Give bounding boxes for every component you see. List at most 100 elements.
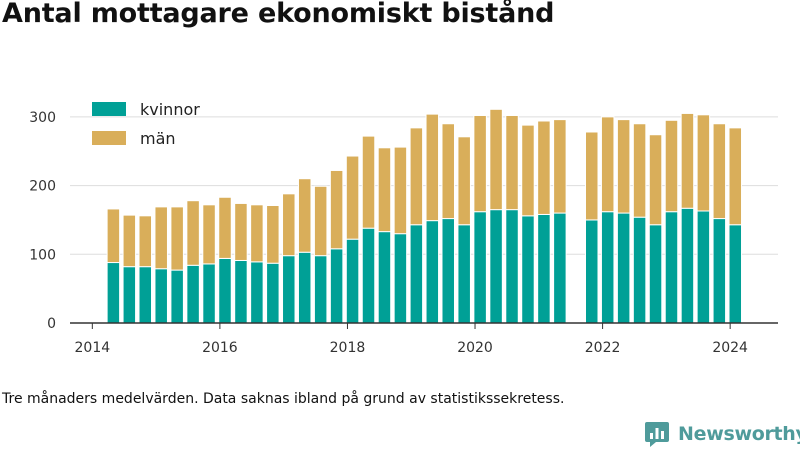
bar-kvinnor-33 xyxy=(648,224,663,324)
bar-kvinnor-0 xyxy=(106,262,121,324)
bar-kvinnor-26 xyxy=(521,215,535,324)
bar-man-13 xyxy=(313,185,328,257)
bar-kvinnor-38 xyxy=(728,224,743,324)
x-tick-label-2020: 2020 xyxy=(457,340,493,356)
bar-kvinnor-28 xyxy=(553,212,567,324)
bar-man-29 xyxy=(585,131,599,221)
bar-kvinnor-23 xyxy=(473,211,487,324)
bar-man-15 xyxy=(345,155,360,240)
bar-kvinnor-15 xyxy=(345,238,360,324)
bar-man-32 xyxy=(632,123,647,218)
legend-label-man: män xyxy=(140,129,176,148)
bar-man-3 xyxy=(154,206,168,270)
legend-label-kvinnor: kvinnor xyxy=(140,100,200,119)
bars xyxy=(106,108,743,324)
bar-man-7 xyxy=(218,196,232,259)
bar-kvinnor-36 xyxy=(696,210,711,324)
chart-caption: Tre månaders medelvärden. Data saknas ib… xyxy=(2,391,565,407)
bar-kvinnor-4 xyxy=(170,269,184,324)
bar-man-33 xyxy=(648,134,663,226)
bar-man-16 xyxy=(361,135,376,229)
bar-man-14 xyxy=(329,169,344,250)
bar-kvinnor-7 xyxy=(218,257,232,324)
bar-man-5 xyxy=(186,200,200,266)
bar-man-0 xyxy=(106,208,121,264)
stacked-bar-chart: 0 100 200 300 2014 2016 2018 2020 2022 2024 kvinn… xyxy=(29,100,778,356)
bar-kvinnor-34 xyxy=(664,211,679,324)
bar-kvinnor-13 xyxy=(313,255,328,324)
bar-man-8 xyxy=(234,202,248,261)
legend: kvinnor män xyxy=(92,100,200,148)
bar-kvinnor-1 xyxy=(122,266,137,324)
bar-kvinnor-37 xyxy=(712,218,727,324)
newsworthy-logo-icon xyxy=(645,422,669,447)
x-tick-label-2016: 2016 xyxy=(202,340,238,356)
x-tick-label-2024: 2024 xyxy=(712,340,748,356)
x-tick-label-2018: 2018 xyxy=(330,340,366,356)
bar-kvinnor-32 xyxy=(632,216,647,324)
bar-kvinnor-21 xyxy=(441,218,455,324)
bar-kvinnor-10 xyxy=(266,262,280,324)
bar-kvinnor-9 xyxy=(250,261,264,324)
bar-kvinnor-5 xyxy=(186,264,200,324)
bar-man-4 xyxy=(170,206,184,271)
x-tick-label-2014: 2014 xyxy=(75,340,111,356)
bar-man-38 xyxy=(728,127,743,226)
bar-kvinnor-22 xyxy=(457,224,471,324)
bar-kvinnor-24 xyxy=(489,209,503,324)
bar-man-11 xyxy=(282,193,296,257)
bar-kvinnor-8 xyxy=(234,259,248,324)
bar-kvinnor-12 xyxy=(297,251,312,324)
bar-man-34 xyxy=(664,119,679,213)
bar-kvinnor-3 xyxy=(154,268,168,324)
y-tick-label-200: 200 xyxy=(29,179,56,195)
axes: 0 100 200 300 2014 2016 2018 2020 2022 2024 xyxy=(29,110,778,356)
x-tick-label-2022: 2022 xyxy=(585,340,621,356)
legend-swatch-man xyxy=(92,131,126,145)
bar-kvinnor-30 xyxy=(600,211,615,324)
bar-man-12 xyxy=(297,178,312,253)
bar-kvinnor-29 xyxy=(585,219,599,324)
y-tick-label-0: 0 xyxy=(47,316,56,332)
bar-kvinnor-27 xyxy=(537,213,551,324)
bar-kvinnor-11 xyxy=(282,255,296,324)
bar-man-28 xyxy=(553,119,567,214)
page-title: Antal mottagare ekonomiskt bistånd xyxy=(2,0,555,29)
bar-man-31 xyxy=(616,119,631,214)
bar-man-1 xyxy=(122,214,137,268)
bar-man-18 xyxy=(393,146,408,235)
bar-man-25 xyxy=(505,114,519,211)
bar-man-9 xyxy=(250,204,264,263)
bar-kvinnor-25 xyxy=(505,209,519,324)
bar-man-22 xyxy=(457,136,471,226)
bar-kvinnor-2 xyxy=(138,266,153,324)
bar-kvinnor-31 xyxy=(616,212,631,324)
bar-man-26 xyxy=(521,124,535,217)
bar-man-6 xyxy=(202,204,216,265)
legend-swatch-kvinnor xyxy=(92,102,126,116)
brand-name: Newsworthy xyxy=(678,423,800,445)
brand-logo: Newsworthy xyxy=(644,420,800,448)
bar-kvinnor-19 xyxy=(409,224,424,324)
bar-man-21 xyxy=(441,123,455,220)
y-tick-label-100: 100 xyxy=(29,247,56,263)
bar-man-27 xyxy=(537,120,551,215)
bar-kvinnor-20 xyxy=(425,220,440,324)
bar-man-30 xyxy=(600,116,615,213)
bar-man-23 xyxy=(473,114,487,213)
bar-man-2 xyxy=(138,215,153,268)
bar-man-37 xyxy=(712,123,727,220)
bar-kvinnor-14 xyxy=(329,248,344,324)
bar-kvinnor-35 xyxy=(680,207,695,324)
bar-man-17 xyxy=(377,147,392,233)
bar-kvinnor-16 xyxy=(361,227,376,324)
bar-man-35 xyxy=(680,112,695,209)
bar-man-24 xyxy=(489,108,503,211)
y-tick-label-300: 300 xyxy=(29,110,56,126)
bar-kvinnor-17 xyxy=(377,231,392,324)
bar-man-10 xyxy=(266,205,280,264)
bar-man-36 xyxy=(696,114,711,212)
bar-kvinnor-6 xyxy=(202,263,216,324)
bar-man-20 xyxy=(425,113,440,222)
bar-man-19 xyxy=(409,127,424,226)
